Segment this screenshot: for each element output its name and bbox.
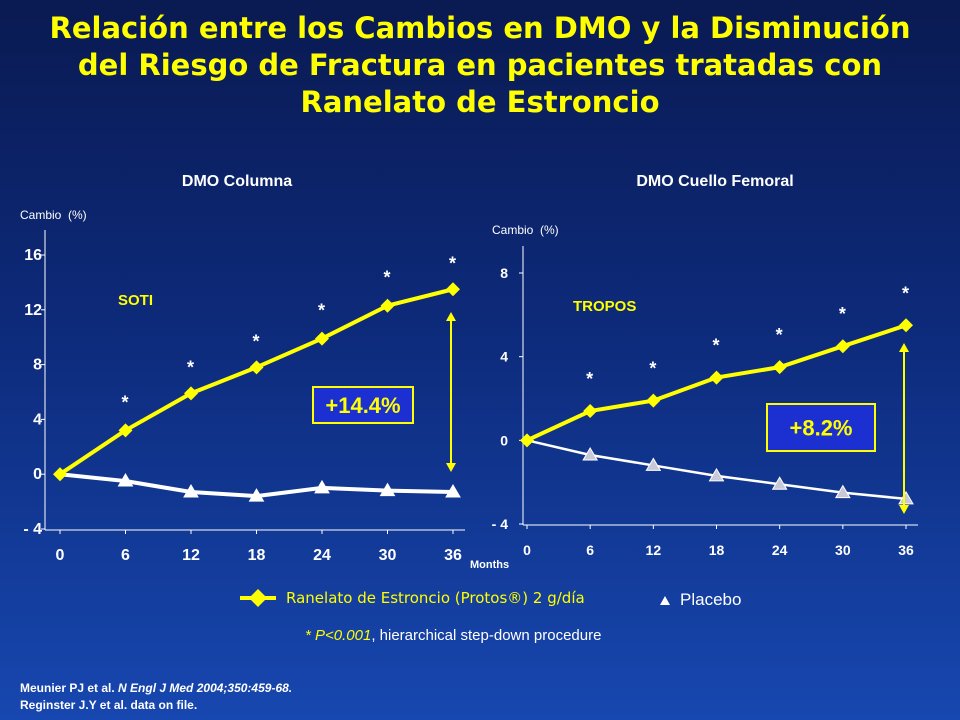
chart2-arrow-head-top bbox=[899, 343, 909, 352]
legend-strontium-label: Ranelato de Estroncio (Protos®) 2 g/día bbox=[286, 589, 585, 607]
chart1-x-tick-label: 36 bbox=[444, 547, 462, 564]
chart1-y-tick-label: - 4 bbox=[23, 521, 42, 538]
chart2-treatment-point bbox=[709, 370, 724, 385]
chart2-placebo-point bbox=[834, 484, 851, 499]
chart2-x-tick-label: 18 bbox=[709, 542, 725, 558]
legend-placebo: Placebo bbox=[658, 590, 741, 610]
footnote-p-value: * P<0.001 bbox=[305, 627, 372, 644]
chart1-placebo-point bbox=[379, 482, 396, 497]
chart1-treatment-point bbox=[380, 298, 395, 313]
chart2-title: DMO Cuello Femoral bbox=[636, 173, 793, 190]
chart1-x-tick-label: 30 bbox=[379, 547, 397, 564]
legend-triangle-icon bbox=[660, 596, 670, 605]
chart1-arrow-head-bottom bbox=[446, 463, 456, 472]
chart2-significance-star: * bbox=[713, 336, 720, 356]
chart1-treatment-point bbox=[446, 282, 460, 297]
chart2-annotation-box bbox=[766, 403, 876, 452]
chart1-x-tick-label: 18 bbox=[248, 547, 266, 564]
chart1-annotation-box bbox=[312, 386, 414, 424]
chart1-y-tick-label: 4 bbox=[33, 411, 42, 428]
chart2-annotation-label: +8.2% bbox=[790, 416, 853, 441]
chart1-ylabel: Cambio (%) bbox=[20, 208, 87, 222]
chart2-placebo-point bbox=[708, 467, 725, 482]
reference-1-journal: N Engl J Med 2004;350:459-68. bbox=[118, 681, 293, 695]
chart1-placebo-point bbox=[117, 473, 134, 487]
chart1-significance-star: * bbox=[122, 392, 129, 412]
page-title: Relación entre los Cambios en DMO y la D… bbox=[20, 10, 940, 121]
reference-1-authors: Meunier PJ et al. bbox=[20, 681, 119, 695]
chart2-treatment-point bbox=[646, 393, 661, 408]
chart1-annotation-label: +14.4% bbox=[325, 393, 400, 418]
chart2-study-label: TROPOS bbox=[573, 298, 636, 315]
references: Meunier PJ et al. N Engl J Med 2004;350:… bbox=[20, 680, 292, 714]
chart1-treatment-point bbox=[184, 386, 198, 401]
chart2-y-tick-label: 4 bbox=[500, 349, 508, 365]
chart2-significance-star: * bbox=[902, 283, 909, 303]
chart2-x-tick-label: 36 bbox=[898, 542, 914, 558]
chart2-treatment-point bbox=[520, 433, 534, 448]
chart2-arrow-head-bottom bbox=[899, 505, 909, 514]
chart1-significance-star: * bbox=[449, 253, 456, 273]
chart2-significance-star: * bbox=[649, 359, 656, 379]
chart1-x-tick-label: 0 bbox=[56, 547, 65, 564]
chart2-placebo-point bbox=[645, 457, 662, 471]
chart2-x-tick-label: 6 bbox=[586, 542, 594, 558]
chart1-significance-star: * bbox=[318, 301, 325, 321]
chart1-study-label: SOTI bbox=[118, 292, 153, 309]
footnote: * P<0.001, hierarchical step-down proced… bbox=[305, 627, 601, 644]
reference-1: Meunier PJ et al. N Engl J Med 2004;350:… bbox=[20, 680, 292, 697]
chart1-significance-star: * bbox=[187, 357, 194, 377]
chart1-placebo-point bbox=[248, 488, 265, 502]
chart1-y-tick-label: 16 bbox=[24, 247, 42, 264]
chart2-y-tick-label: - 4 bbox=[492, 516, 509, 532]
chart1-significance-star: * bbox=[253, 331, 260, 351]
chart1-x-tick-label: 12 bbox=[182, 547, 200, 564]
chart1-treatment-point bbox=[53, 467, 67, 482]
chart2-x-tick-label: 30 bbox=[835, 542, 851, 558]
title-line-3: Ranelato de Estroncio bbox=[300, 85, 660, 119]
chart1-x-tick-label: 6 bbox=[121, 547, 130, 564]
legend-placebo-label: Placebo bbox=[680, 590, 742, 609]
chart2-treatment-point bbox=[772, 360, 787, 375]
chart1-treatment-point bbox=[249, 360, 264, 375]
chart2-y-tick-label: 0 bbox=[500, 432, 508, 448]
chart2-xlabel: Months bbox=[470, 559, 509, 571]
chart1-y-tick-label: 0 bbox=[33, 466, 42, 483]
title-line-1: Relación entre los Cambios en DMO y la D… bbox=[49, 11, 911, 45]
chart2-treatment-point bbox=[899, 318, 913, 333]
chart1-x-tick-label: 24 bbox=[313, 547, 331, 564]
chart1-treatment-point bbox=[315, 331, 329, 346]
chart1-placebo-point bbox=[314, 479, 330, 494]
chart2-significance-star: * bbox=[839, 304, 846, 324]
chart1-placebo-point bbox=[183, 484, 199, 498]
chart1-placebo-point bbox=[445, 484, 461, 498]
chart2-placebo-point bbox=[582, 446, 599, 461]
chart1-significance-star: * bbox=[384, 268, 391, 288]
chart2-placebo-point bbox=[771, 476, 788, 490]
chart1-y-tick-label: 8 bbox=[33, 357, 42, 374]
chart2-ylabel: Cambio (%) bbox=[492, 223, 559, 237]
chart2-treatment-point bbox=[835, 339, 850, 354]
title-line-2: del Riesgo de Fractura en pacientes trat… bbox=[77, 48, 883, 82]
reference-2-authors: Reginster J.Y et al. data on file. bbox=[20, 698, 198, 712]
chart1-treatment-line bbox=[58, 287, 454, 476]
chart2-x-tick-label: 24 bbox=[772, 542, 788, 558]
legend-diamond-icon bbox=[240, 589, 276, 607]
reference-2: Reginster J.Y et al. data on file. bbox=[20, 697, 292, 714]
chart1-treatment-point bbox=[118, 423, 133, 438]
chart2-treatment-point bbox=[583, 404, 598, 419]
footnote-text: , hierarchical step-down procedure bbox=[371, 627, 602, 644]
chart2-x-tick-label: 0 bbox=[523, 542, 531, 558]
chart2-x-tick-label: 12 bbox=[646, 542, 662, 558]
chart1-arrow-head-top bbox=[446, 312, 456, 321]
chart1-title: DMO Columna bbox=[182, 173, 292, 190]
chart2-significance-star: * bbox=[776, 325, 783, 345]
chart2-y-tick-label: 8 bbox=[500, 265, 508, 281]
chart2-significance-star: * bbox=[586, 369, 593, 389]
chart1-y-tick-label: 12 bbox=[24, 302, 42, 319]
chart2-placebo-point bbox=[898, 490, 914, 505]
legend-strontium: Ranelato de Estroncio (Protos®) 2 g/día bbox=[240, 588, 585, 608]
